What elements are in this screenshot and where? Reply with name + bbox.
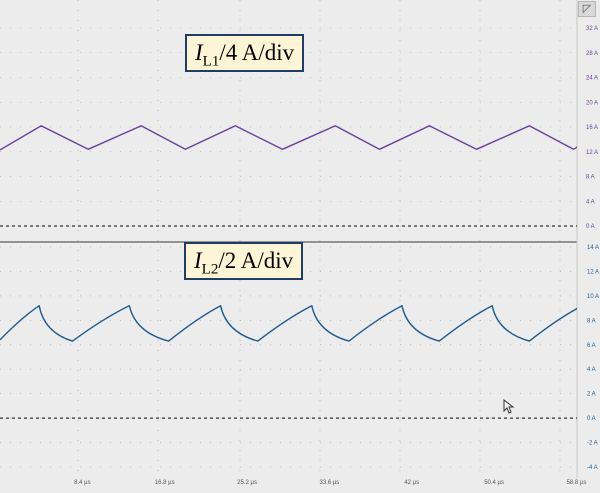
x-tick-label: 8.4 µs (74, 480, 90, 486)
y-tick-label: 8 A (586, 175, 595, 181)
channel-1-subscript: L1 (202, 53, 220, 70)
mouse-pointer-icon (503, 399, 515, 414)
channel-2-scale-label: IL2/2 A/div (184, 242, 304, 280)
y-tick-label: 16 A (586, 125, 598, 131)
y-tick-label: 4 A (587, 367, 596, 373)
y-tick-label: 8 A (587, 318, 596, 324)
y-tick-label: 20 A (586, 100, 598, 106)
y-tick-label: 28 A (586, 51, 598, 57)
x-tick-label: 33.6 µs (320, 480, 340, 486)
tick-labels: 32 A 28 A 24 A 20 A 16 A 12 A 8 A 4 A 0 A 14 A 12 … (74, 26, 599, 486)
y-tick-label: -4 A (587, 465, 598, 471)
y-tick-label: 10 A (587, 294, 599, 300)
expand-corner-icon[interactable]: ◸ (578, 1, 596, 17)
channel-2-symbol: I (194, 248, 202, 273)
y-tick-label: 24 A (586, 76, 598, 82)
y-tick-label: 12 A (586, 150, 598, 156)
channel-2-scale: /2 A/div (218, 248, 294, 273)
y-tick-label: -2 A (587, 441, 598, 447)
series-line (0, 305, 577, 342)
y-tick-label: 14 A (587, 245, 599, 251)
series-line (0, 125, 577, 151)
channel-1-symbol: I (195, 40, 203, 65)
y-tick-label: 32 A (586, 26, 598, 32)
y-tick-label: 0 A (587, 416, 596, 422)
y-tick-label: 6 A (587, 343, 596, 349)
y-tick-label: 0 A (586, 224, 595, 230)
chart-marks (0, 125, 577, 342)
y-tick-label: 4 A (586, 199, 595, 205)
x-tick-label: 58.8 µs (567, 480, 587, 486)
x-tick-label: 50.4 µs (484, 480, 504, 486)
x-tick-label: 25.2 µs (237, 480, 257, 486)
channel-1-scale-label: IL1/4 A/div (185, 34, 305, 72)
x-tick-label: 16.8 µs (155, 480, 175, 486)
y-tick-label: 2 A (587, 392, 596, 398)
grid (0, 0, 578, 478)
channel-2-subscript: L2 (201, 261, 219, 278)
y-tick-label: 12 A (587, 269, 599, 275)
x-tick-label: 42 µs (404, 480, 419, 486)
channel-1-scale: /4 A/div (219, 40, 295, 65)
